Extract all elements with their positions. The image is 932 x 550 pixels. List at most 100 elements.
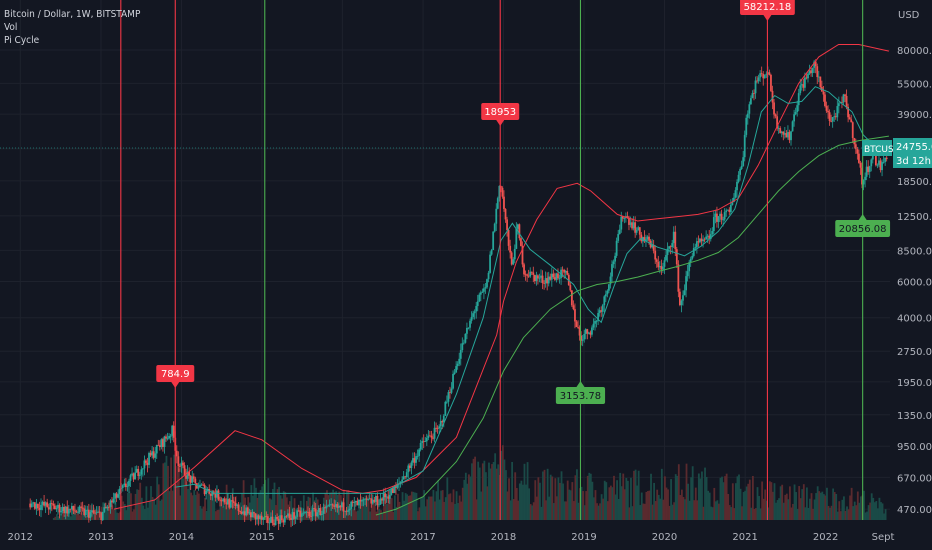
volume-bar [822,494,825,520]
candle-body [723,212,726,220]
candle-body [553,277,556,280]
volume-bar [412,491,415,520]
volume-bar [68,510,71,520]
candle-body [106,506,109,509]
volume-bar [446,477,449,520]
candle-body [137,468,140,476]
candle-body [203,484,206,495]
volume-bar [395,506,398,520]
candle-body [763,74,766,79]
price-tick-label: 950.00 [897,442,932,453]
candle-body [297,510,300,512]
volume-bar [563,501,566,520]
volume-bar [557,477,560,520]
volume-bar [478,467,481,520]
candle-body [518,224,521,239]
candle-body [257,515,260,519]
candle-body [75,511,78,513]
volume-bar [640,492,643,520]
candle-body [544,278,547,284]
volume-bar [824,495,827,520]
volume-bar [370,498,373,520]
volume-bar [275,505,277,520]
volume-bar [488,462,490,520]
volume-bar [796,508,799,520]
volume-bar [454,503,456,520]
candle-body [836,106,839,118]
candle-body [461,343,464,351]
volume-bar [218,509,220,520]
volume-bar [270,499,273,520]
volume-bar [372,501,375,520]
candle-body [851,122,854,139]
candle-body [680,300,683,306]
volume-bar [881,503,884,520]
volume-bar [855,505,858,520]
volume-bar [145,486,148,520]
volume-bar [773,483,776,520]
volume-bar [52,518,55,520]
current-price-countdown: 3d 12h [896,156,931,167]
volume-bar [870,493,873,520]
candle-body [175,450,178,457]
volume-bar [619,472,622,520]
volume-bar [528,488,531,520]
candle-body [353,502,356,503]
volume-bar [628,507,631,520]
volume-bar [653,482,656,520]
candle-body [523,264,525,275]
volume-bar [836,511,839,520]
candle-body [378,504,380,506]
volume-bar [289,501,291,520]
candle-body [364,498,366,500]
volume-bar [481,463,484,520]
volume-bar [832,488,835,520]
candle-body [824,94,826,107]
volume-bar [106,507,109,520]
candle-body [135,468,138,473]
time-tick-label: 2012 [8,532,33,543]
candle-body [870,159,873,167]
volume-bar [373,502,376,520]
candle-body [356,500,359,506]
volume-bar [714,501,717,520]
volume-bar [761,481,764,520]
candle-body [191,476,194,483]
candle-body [396,483,399,488]
candle-body [367,498,370,500]
volume-bar [807,507,810,520]
current-price-value: 24755.00 [896,142,932,153]
volume-bar [381,512,384,520]
candle-body [384,493,387,498]
volume-bar [588,472,591,520]
candle-body [114,493,116,499]
candle-body [830,120,833,122]
volume-bar [305,500,308,520]
candle-body [646,236,649,240]
candle-body [711,231,714,235]
price-tick-label: 2750.00 [897,347,932,358]
candle-body [600,310,603,312]
volume-bar [324,492,327,520]
candle-body [885,157,888,160]
candle-body [586,329,589,334]
volume-bar [447,494,450,520]
volume-bar [167,465,169,520]
legend-pi-cycle[interactable]: Pi Cycle [4,35,40,46]
volume-bar [744,490,747,520]
symbol-title[interactable]: Bitcoin / Dollar, 1W, BITSTAMP [4,9,141,20]
candle-body [861,167,863,185]
volume-bar [852,506,855,520]
symbol-tag-box [862,140,892,156]
legend-volume[interactable]: Vol [4,22,18,33]
volume-bar [193,490,196,520]
volume-bar [222,506,225,520]
candle-body [317,508,320,513]
volume-bar [160,499,163,520]
volume-bar [543,469,546,520]
volume-bar [464,472,467,520]
candle-body [814,61,817,67]
candle-body [345,510,348,512]
